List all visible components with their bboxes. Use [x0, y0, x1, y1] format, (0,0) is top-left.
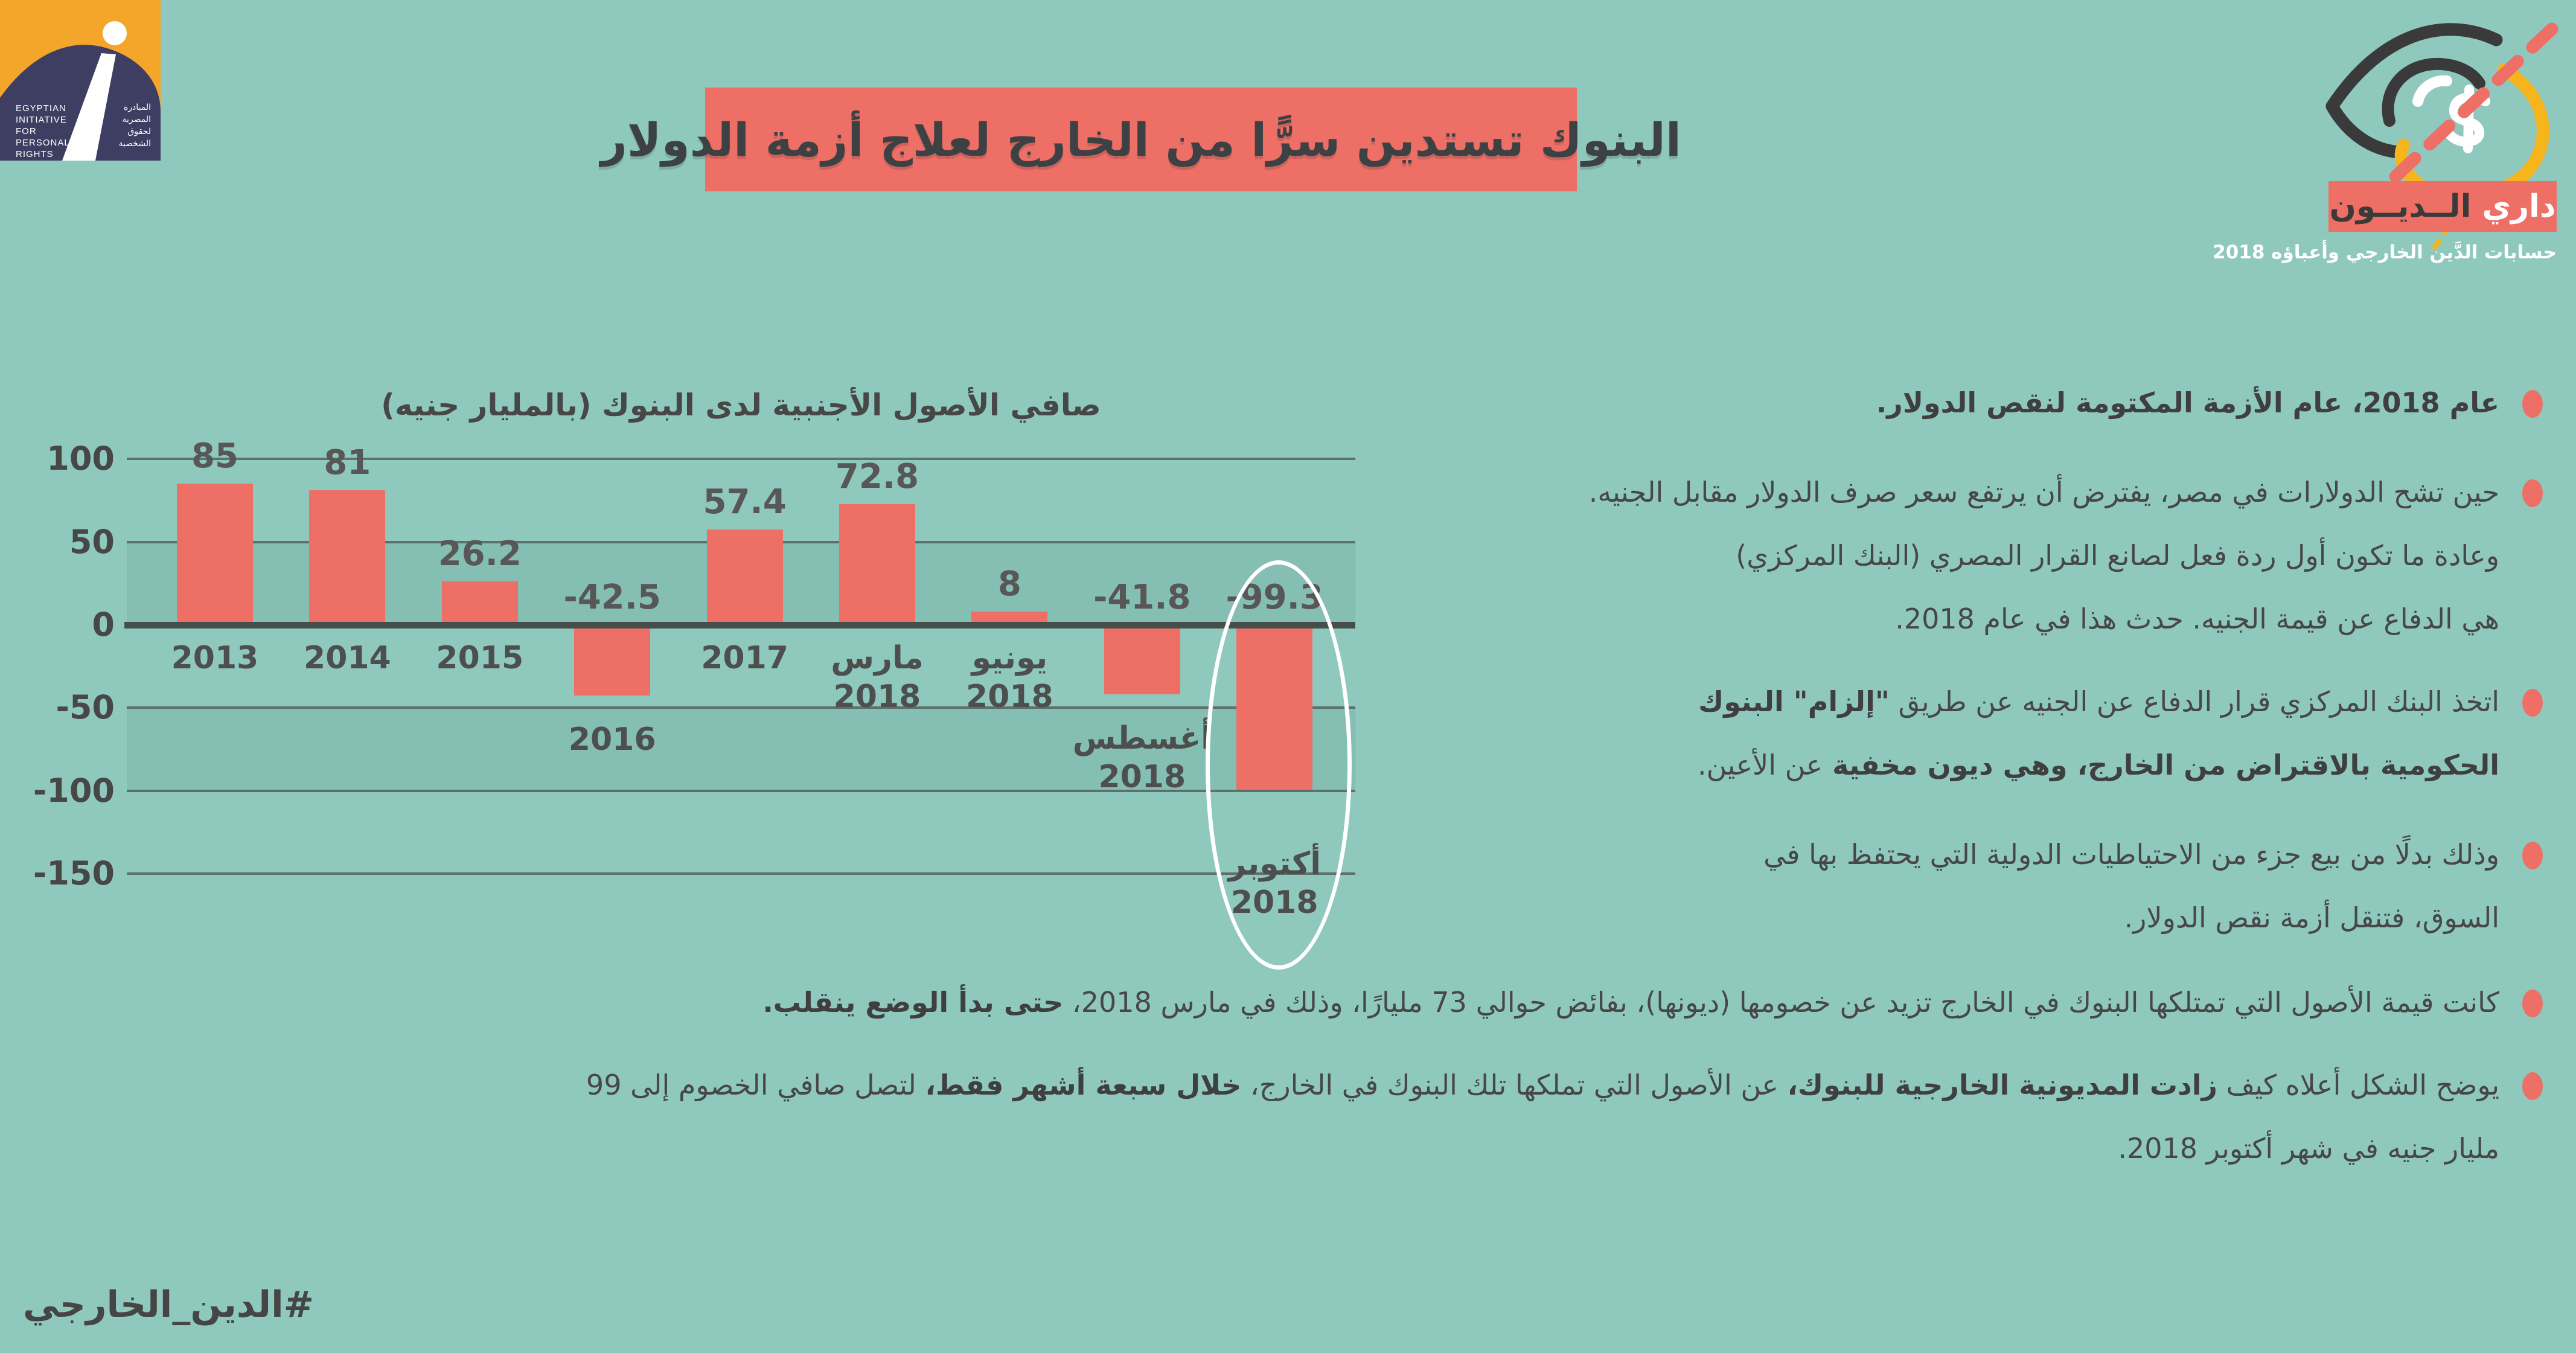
- y-tick-label: -100: [33, 771, 115, 810]
- category-label: 2018: [833, 679, 921, 715]
- hashtag: #الدين_الخارجي: [23, 1284, 314, 1326]
- brand-subtitle: حسابات الدَّين الخارجي وأعباؤه 2018: [2213, 241, 2557, 263]
- brand-name-first: داري: [2482, 188, 2556, 225]
- bullet-text: حين تشح الدولارات في مصر، يفترض أن يرتفع…: [1589, 461, 2499, 651]
- bullet-dot-icon: [2522, 390, 2543, 418]
- bullet-line: مليار جنيه في شهر أكتوبر 2018.: [2118, 1132, 2499, 1165]
- bullet-line: وعادة ما تكون أول ردة فعل لصانع القرار ا…: [1736, 539, 2499, 572]
- bullet-line: الحكومية بالاقتراض من الخارج، وهي ديون م…: [1698, 749, 2499, 781]
- y-tick-label: 50: [69, 522, 115, 561]
- category-label: أغسطس: [1072, 720, 1212, 756]
- highlight-ellipse: [1206, 560, 1352, 970]
- y-tick-label: 0: [92, 606, 115, 644]
- bar-2014: [309, 490, 386, 625]
- gridline--150: [127, 872, 1355, 875]
- bullet-line: عام 2018، عام الأزمة المكتومة لنقص الدول…: [1876, 386, 2499, 419]
- bullet-item: اتخذ البنك المركزي قرار الدفاع عن الجنيه…: [1698, 670, 2543, 797]
- value-label: 81: [324, 443, 371, 483]
- value-label: 85: [191, 437, 238, 476]
- bullet-dot-icon: [2522, 990, 2543, 1017]
- bullet-line: كانت قيمة الأصول التي تمتلكها البنوك في …: [762, 986, 2499, 1019]
- gridline-100: [127, 458, 1355, 461]
- brand-name-rest: الــديــون: [2329, 188, 2472, 225]
- eipr-logo: EGYPTIAN INITIATIVE FOR PERSONAL RIGHTS …: [0, 0, 161, 161]
- zero-axis-line: [124, 622, 1355, 629]
- bullet-text: اتخذ البنك المركزي قرار الدفاع عن الجنيه…: [1698, 670, 2499, 797]
- bullet-dot-icon: [2522, 842, 2543, 869]
- bullet-text: يوضح الشكل أعلاه كيف زادت المديونية الخا…: [586, 1054, 2499, 1180]
- bullet-line: السوق، فتنقل أزمة نقص الدولار.: [2124, 901, 2499, 934]
- category-label: مارس: [831, 640, 924, 676]
- bar-يونيو 2018: [971, 612, 1048, 625]
- value-label: 72.8: [835, 456, 919, 496]
- chart-band: [127, 708, 1355, 791]
- bullet-text: كانت قيمة الأصول التي تمتلكها البنوك في …: [762, 971, 2499, 1034]
- gridline--100: [127, 789, 1355, 792]
- value-label: -42.5: [563, 578, 661, 617]
- bar-2017: [706, 529, 783, 625]
- value-label: 57.4: [703, 482, 787, 522]
- y-tick-label: -50: [56, 688, 115, 727]
- category-label: 2014: [304, 640, 391, 676]
- eipr-name-arabic: المبادرة المصرية لحقوق الشخصية: [118, 103, 151, 149]
- bar-أغسطس 2018: [1104, 625, 1180, 694]
- page-title: البنوك تستدين سرًّا من الخارج لعلاج أزمة…: [601, 112, 1681, 167]
- bar-2016: [574, 625, 651, 696]
- bullet-line: حين تشح الدولارات في مصر، يفترض أن يرتفع…: [1588, 476, 2499, 508]
- bullet-item: كانت قيمة الأصول التي تمتلكها البنوك في …: [762, 971, 2543, 1034]
- category-label: 2016: [568, 721, 656, 758]
- bullet-item: يوضح الشكل أعلاه كيف زادت المديونية الخا…: [586, 1054, 2543, 1180]
- bullet-line: وذلك بدلًا من بيع جزء من الاحتياطيات الد…: [1763, 838, 2499, 871]
- value-label: 26.2: [438, 534, 522, 574]
- category-label: 2013: [171, 640, 259, 676]
- bullet-line: يوضح الشكل أعلاه كيف زادت المديونية الخا…: [586, 1069, 2499, 1101]
- category-label: 2018: [966, 679, 1053, 715]
- gridline--50: [127, 706, 1355, 709]
- bullet-item: وذلك بدلًا من بيع جزء من الاحتياطيات الد…: [1763, 823, 2543, 950]
- category-label: 2015: [436, 640, 524, 676]
- eipr-logo-icon: [0, 0, 161, 161]
- bullet-text: عام 2018، عام الأزمة المكتومة لنقص الدول…: [1876, 371, 2499, 435]
- value-label: 8: [997, 565, 1021, 604]
- bullet-text: وذلك بدلًا من بيع جزء من الاحتياطيات الد…: [1763, 823, 2499, 950]
- chart-title: صافي الأصول الأجنبية لدى البنوك (بالمليا…: [381, 388, 1101, 423]
- title-banner: البنوك تستدين سرًّا من الخارج لعلاج أزمة…: [601, 88, 1681, 191]
- eipr-name-english: EGYPTIAN INITIATIVE FOR PERSONAL RIGHTS: [16, 103, 70, 159]
- bar-2015: [441, 581, 518, 625]
- value-label: -41.8: [1093, 578, 1191, 617]
- bullet-line: اتخذ البنك المركزي قرار الدفاع عن الجنيه…: [1698, 685, 2499, 718]
- bar-2013: [177, 484, 253, 625]
- brand-ribbon: داري الــديــون: [2328, 181, 2557, 232]
- bullet-item: حين تشح الدولارات في مصر، يفترض أن يرتفع…: [1589, 461, 2543, 651]
- category-label: 2018: [1098, 758, 1186, 795]
- bar-مارس 2018: [839, 504, 915, 625]
- bullet-dot-icon: [2522, 479, 2543, 507]
- bullet-dot-icon: [2522, 1072, 2543, 1100]
- bullet-item: عام 2018، عام الأزمة المكتومة لنقص الدول…: [1876, 371, 2543, 435]
- dari-diyoun-logo: داري الــديــون حسابات الدَّين الخارجي و…: [2213, 5, 2572, 283]
- y-tick-label: -150: [33, 854, 115, 893]
- category-label: يونيو: [971, 640, 1048, 676]
- bullet-line: هي الدفاع عن قيمة الجنيه. حدث هذا في عام…: [1895, 603, 2499, 635]
- y-tick-label: 100: [46, 440, 115, 478]
- category-label: 2017: [701, 640, 788, 676]
- bullet-dot-icon: [2522, 689, 2543, 717]
